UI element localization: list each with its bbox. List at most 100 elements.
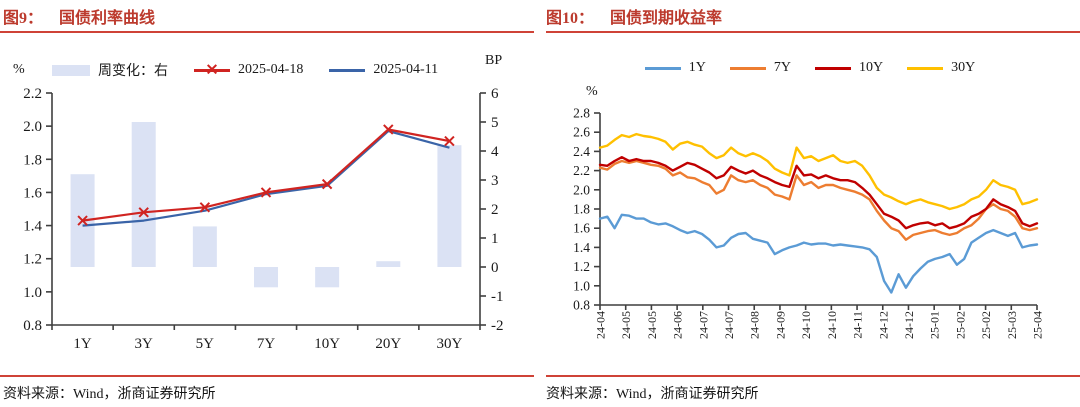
svg-text:1.8: 1.8 <box>23 152 42 168</box>
bar-3Y <box>131 122 156 267</box>
right-axis-unit-label: BP <box>485 53 503 68</box>
svg-text:0.8: 0.8 <box>23 318 42 334</box>
legend-item-weekly-change: 周变化：右 <box>52 60 168 80</box>
legend-item-1y: 1Y <box>644 60 706 76</box>
svg-text:2.0: 2.0 <box>23 119 42 135</box>
x-marker-icon: × <box>204 59 220 80</box>
legend-swatch-30y-icon <box>907 66 944 70</box>
bar-5Y <box>192 226 217 267</box>
weekly-change-bars <box>70 122 462 288</box>
legend-item-2025-04-18: × 2025-04-18 <box>194 61 304 78</box>
legend-label-2025-04-11: 2025-04-11 <box>373 62 439 77</box>
axis-labels: 2.2 2.0 1.8 1.6 1.4 1.2 1.0 0.8 6 5 4 3 2 1 0 -1 -2 1Y 3Y 5… <box>23 86 503 352</box>
figure9-source-rule <box>0 375 534 377</box>
axes <box>594 112 1038 310</box>
panel-figure10: 图10： 国债到期收益率 % 1Y 7Y 10Y 30Y 2.8 2.6 2.4 2.2 2.0… <box>540 0 1080 407</box>
svg-text:25-01: 25-01 <box>928 311 942 339</box>
svg-text:24-05: 24-05 <box>645 311 659 339</box>
svg-text:2.0: 2.0 <box>573 182 590 197</box>
svg-text:0.8: 0.8 <box>573 298 590 313</box>
series-1y <box>598 213 1039 294</box>
legend-item-10y: 10Y <box>815 60 883 76</box>
figure9-title-rule <box>0 31 534 33</box>
svg-text:24-09: 24-09 <box>773 311 787 339</box>
figure9-number: 图9： <box>3 10 44 27</box>
svg-text:25-02: 25-02 <box>979 311 993 339</box>
svg-text:2.8: 2.8 <box>573 106 590 121</box>
svg-text:1.4: 1.4 <box>23 219 42 235</box>
legend-label-2025-04-18: 2025-04-18 <box>238 62 304 77</box>
svg-text:3: 3 <box>491 173 499 189</box>
legend-swatch-2025-04-11-icon <box>329 68 366 72</box>
svg-text:2.2: 2.2 <box>573 163 590 178</box>
series-30y <box>598 132 1039 211</box>
svg-text:2.4: 2.4 <box>573 144 590 159</box>
figure10-heading: 图10： 国债到期收益率 <box>546 4 722 28</box>
ytm-timeseries-chart: 2.8 2.6 2.4 2.2 2.0 1.8 1.6 1.4 1.2 1.0 0.8 24-04 24… <box>573 106 1044 340</box>
svg-text:1Y: 1Y <box>73 336 92 352</box>
figure10-source-rule <box>546 375 1080 377</box>
bar-30Y <box>437 145 462 267</box>
yield-axis-unit-label: % <box>586 84 598 99</box>
svg-text:10Y: 10Y <box>314 336 340 352</box>
svg-text:1: 1 <box>491 231 499 247</box>
svg-text:24-05: 24-05 <box>619 311 633 339</box>
legend-item-30y: 30Y <box>907 60 975 76</box>
legend-swatch-2025-04-18-icon: × <box>194 61 230 78</box>
svg-text:24-12: 24-12 <box>902 311 916 339</box>
svg-text:20Y: 20Y <box>375 336 401 352</box>
yield-curve-chart: 2.2 2.0 1.8 1.6 1.4 1.2 1.0 0.8 6 5 4 3 2 1 0 -1 -2 1Y 3Y 5… <box>23 86 503 352</box>
legend-item-7y: 7Y <box>729 60 791 76</box>
legend-label-1y: 1Y <box>688 60 706 75</box>
svg-text:24-07: 24-07 <box>722 311 736 339</box>
svg-text:6: 6 <box>491 86 499 102</box>
svg-text:1.2: 1.2 <box>573 259 590 274</box>
bar-10Y <box>315 267 340 288</box>
svg-text:1.0: 1.0 <box>23 285 42 301</box>
svg-text:5Y: 5Y <box>196 336 215 352</box>
svg-text:24-10: 24-10 <box>799 311 813 339</box>
figure9-source: 资料来源：Wind，浙商证券研究所 <box>3 387 216 402</box>
svg-text:2.6: 2.6 <box>573 125 590 140</box>
figure10-legend: 1Y 7Y 10Y 30Y <box>560 60 1060 76</box>
svg-text:5: 5 <box>491 115 499 131</box>
legend-item-2025-04-11: 2025-04-11 <box>329 62 438 78</box>
series-2025-04-11 <box>82 129 450 227</box>
svg-text:24-04: 24-04 <box>594 311 608 339</box>
svg-text:1.2: 1.2 <box>23 252 42 268</box>
svg-text:24-11: 24-11 <box>851 311 865 339</box>
legend-swatch-10y-icon <box>815 66 851 70</box>
left-axis-unit-label: % <box>13 62 25 77</box>
axis-labels: 2.8 2.6 2.4 2.2 2.0 1.8 1.6 1.4 1.2 1.0 0.8 24-04 24… <box>573 106 1044 340</box>
legend-label-30y: 30Y <box>951 60 976 75</box>
svg-text:24-08: 24-08 <box>748 311 762 339</box>
svg-text:1.8: 1.8 <box>573 202 590 217</box>
svg-text:25-04: 25-04 <box>1031 311 1045 339</box>
figure10-number: 图10： <box>546 10 595 27</box>
svg-text:25-02: 25-02 <box>953 311 967 339</box>
bar-7Y <box>254 267 278 288</box>
svg-text:24-10: 24-10 <box>825 311 839 339</box>
svg-text:1.4: 1.4 <box>573 240 590 255</box>
svg-text:24-12: 24-12 <box>876 311 890 339</box>
figure9-heading: 图9： 国债利率曲线 <box>3 4 155 28</box>
legend-label-weekly-change: 周变化：右 <box>98 64 168 79</box>
legend-swatch-weekly-change-icon <box>52 64 90 76</box>
series-7y <box>598 159 1039 241</box>
svg-text:24-06: 24-06 <box>671 311 685 339</box>
figure10-title: 国债到期收益率 <box>610 10 723 27</box>
legend-swatch-7y-icon <box>729 66 766 70</box>
figure10-source: 资料来源：Wind，浙商证券研究所 <box>546 387 759 402</box>
svg-text:1.0: 1.0 <box>573 278 590 293</box>
svg-text:0: 0 <box>491 260 499 276</box>
series-2025-04-18 <box>77 124 455 226</box>
svg-text:3Y: 3Y <box>135 336 154 352</box>
bar-20Y <box>376 261 401 267</box>
svg-text:-2: -2 <box>491 318 504 334</box>
series-10y <box>598 155 1039 230</box>
figure9-legend: 周变化：右 × 2025-04-18 2025-04-11 <box>52 60 438 80</box>
svg-text:2.2: 2.2 <box>23 86 42 102</box>
svg-text:30Y: 30Y <box>437 336 463 352</box>
svg-text:24-07: 24-07 <box>696 311 710 339</box>
